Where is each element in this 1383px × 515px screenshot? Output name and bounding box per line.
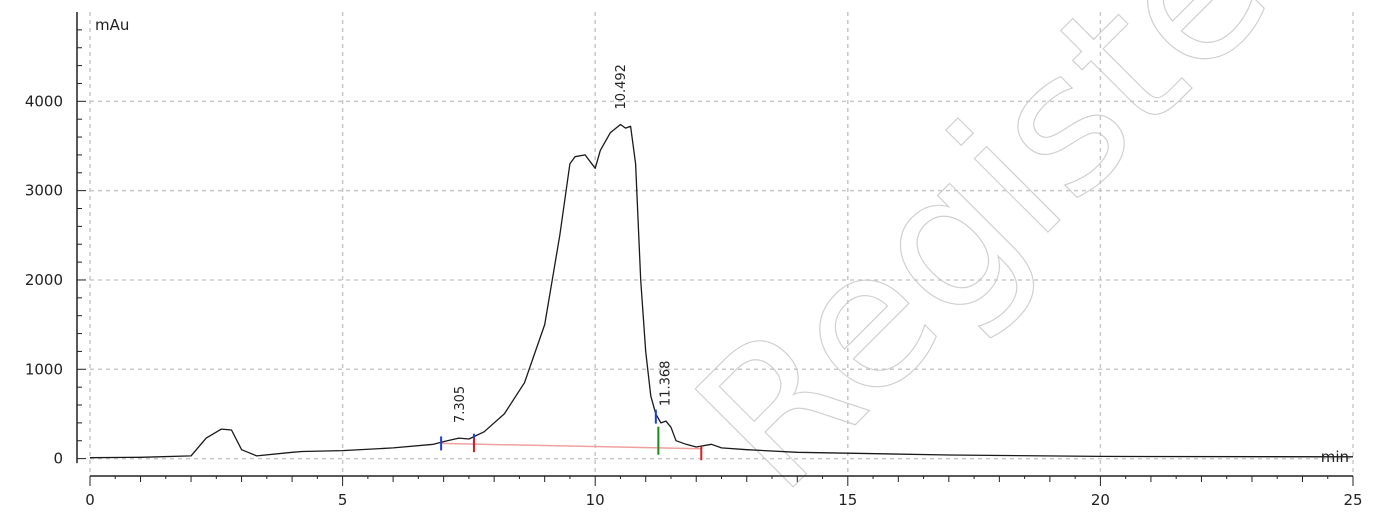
x-tick-label: 15 [838, 491, 857, 509]
y-axis-unit-label: mAu [95, 16, 129, 34]
y-tick-label: 1000 [25, 360, 63, 378]
y-tick-label: 4000 [25, 92, 63, 110]
integration-marks [440, 409, 703, 461]
peak-labels: 7.305 10.492 11.368 [453, 64, 673, 423]
watermark: Registered [656, 0, 1383, 515]
baseline-layer [441, 442, 702, 450]
axes: 0 1000 2000 3000 4000 0 5 10 15 20 25 [25, 12, 1363, 509]
integration-baseline [441, 442, 702, 450]
y-tick-label: 0 [53, 450, 63, 468]
x-axis-unit-label: min [1321, 448, 1349, 466]
peak-label: 7.305 [453, 386, 468, 423]
x-tick-label: 5 [338, 491, 348, 509]
x-tick-label: 0 [85, 491, 95, 509]
y-tick-label: 3000 [25, 182, 63, 200]
chromatogram-trace [89, 123, 1354, 459]
grid [89, 12, 1354, 472]
peak-label: 10.492 [614, 64, 629, 110]
x-tick-label: 10 [586, 491, 605, 509]
x-tick-label: 20 [1091, 491, 1110, 509]
series-layer [89, 123, 1354, 459]
x-tick-label: 25 [1343, 491, 1362, 509]
peak-label: 11.368 [658, 361, 673, 407]
y-tick-label: 2000 [25, 271, 63, 289]
